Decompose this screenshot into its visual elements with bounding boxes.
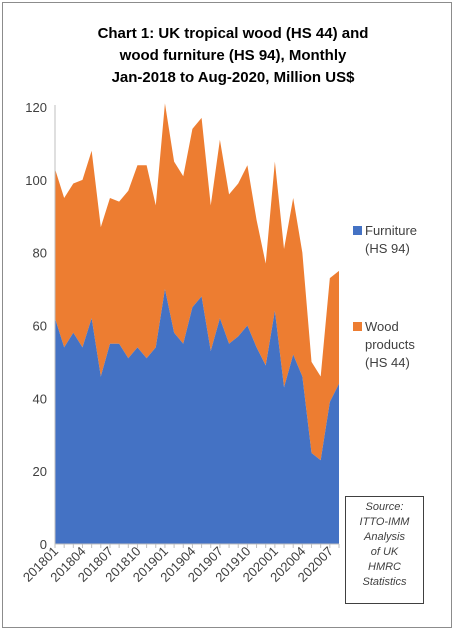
source-line: ITTO-IMM	[359, 516, 410, 528]
title-line: Jan-2018 to Aug-2020, Million US$	[111, 69, 355, 86]
chart-title: Chart 1: UK tropical wood (HS 44) and wo…	[33, 23, 433, 89]
y-tick-label: 80	[33, 246, 47, 261]
source-box: Source: ITTO-IMM Analysis of UK HMRC Sta…	[345, 496, 424, 604]
title-line: wood furniture (HS 94), Monthly	[119, 47, 347, 64]
source-line: HMRC	[368, 561, 401, 573]
legend-furniture-swatch	[353, 226, 362, 235]
y-tick-label: 120	[25, 100, 47, 115]
legend-furniture-label-line: Furniture	[365, 223, 418, 238]
y-tick-label: 20	[33, 464, 47, 479]
title-line: Chart 1: UK tropical wood (HS 44) and	[97, 25, 369, 42]
source-line: Source:	[365, 501, 404, 513]
y-tick-label: 0	[40, 537, 47, 552]
legend-wood-label-line: (HS 44)	[365, 355, 410, 370]
source-line: Statistics	[362, 576, 407, 588]
source-line: Analysis	[364, 531, 405, 543]
legend-wood-label-line: products	[365, 337, 415, 352]
legend-wood-label-line: Wood	[365, 319, 399, 334]
y-tick-label: 40	[33, 391, 47, 406]
legend-furniture-label-line: (HS 94)	[365, 241, 410, 256]
series-area-furniture	[55, 289, 339, 544]
y-tick-label: 100	[25, 173, 47, 188]
series-area-wood-products	[55, 103, 339, 461]
y-tick-label: 60	[33, 319, 47, 334]
legend-wood-swatch	[353, 322, 362, 331]
source-line: of UK	[370, 546, 399, 558]
